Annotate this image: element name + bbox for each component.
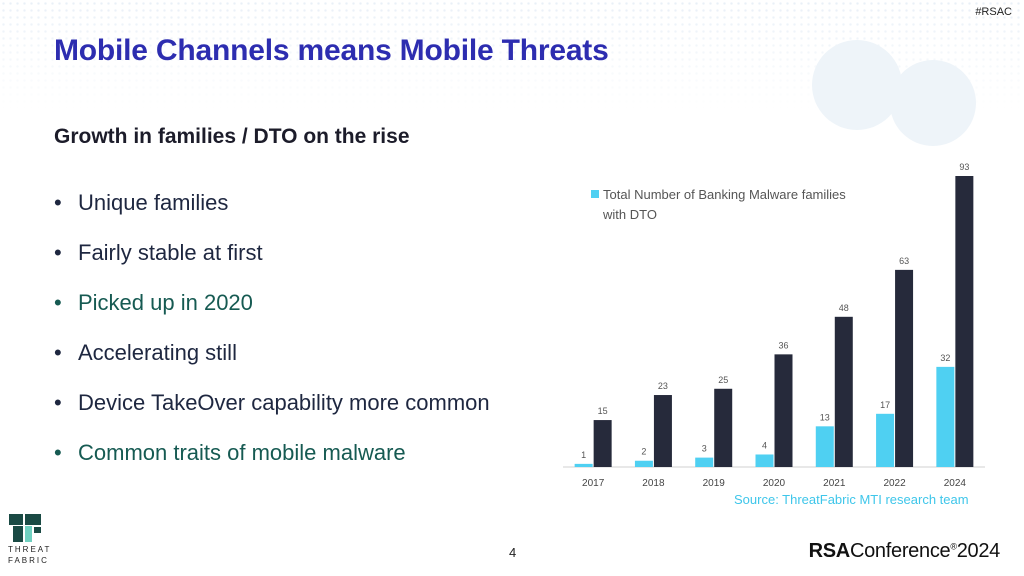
bar-dto bbox=[574, 463, 593, 467]
legend-swatch bbox=[591, 190, 599, 198]
x-tick-label: 2021 bbox=[823, 478, 846, 489]
x-tick-label: 2024 bbox=[944, 478, 967, 489]
threatfabric-logo: THREAT FABRIC bbox=[8, 513, 52, 565]
bar-chart: 1 15 2017 2 23 2018 3 25 2019 4 36 2020 13 48 2021 17 63… bbox=[563, 162, 985, 489]
logo-word-fabric: FABRIC bbox=[8, 556, 49, 565]
x-tick-label: 2019 bbox=[703, 478, 726, 489]
bullet-item: Device TakeOver capability more common bbox=[54, 382, 494, 424]
bar-total bbox=[714, 388, 733, 467]
data-label-total: 15 bbox=[598, 406, 608, 416]
data-label-dto: 32 bbox=[940, 353, 950, 363]
chart-source: Source: ThreatFabric MTI research team bbox=[734, 492, 969, 507]
slide-title: Mobile Channels means Mobile Threats bbox=[54, 34, 609, 67]
rsa-conference-logo: RSAConference®2024 bbox=[808, 540, 1001, 563]
page-number: 4 bbox=[509, 545, 517, 560]
bullet-item: Fairly stable at first bbox=[54, 232, 494, 274]
data-label-total: 23 bbox=[658, 381, 668, 391]
data-label-dto: 17 bbox=[880, 400, 890, 410]
bullet-item: Unique families bbox=[54, 182, 494, 224]
data-label-dto: 13 bbox=[820, 412, 830, 422]
bar-dto bbox=[876, 413, 895, 467]
bar-dto bbox=[695, 457, 714, 467]
data-label-dto: 4 bbox=[762, 440, 767, 450]
rsa-brand-text: Conference bbox=[849, 540, 951, 562]
data-label-total: 48 bbox=[839, 303, 849, 313]
data-label-dto: 3 bbox=[702, 444, 707, 454]
x-tick-label: 2018 bbox=[642, 478, 665, 489]
rsa-brand-bold: RSA bbox=[808, 540, 851, 562]
bar-dto bbox=[936, 366, 955, 467]
background-circle bbox=[890, 60, 976, 146]
bullet-item: Picked up in 2020 bbox=[54, 282, 494, 324]
data-label-total: 63 bbox=[899, 256, 909, 266]
data-label-dto: 2 bbox=[641, 447, 646, 457]
bar-total bbox=[774, 354, 793, 467]
slide-subtitle: Growth in families / DTO on the rise bbox=[54, 125, 410, 148]
x-tick-label: 2020 bbox=[763, 478, 786, 489]
bullet-item: Accelerating still bbox=[54, 332, 494, 374]
bar-dto bbox=[634, 460, 653, 467]
threatfabric-logo-icon bbox=[9, 514, 41, 542]
bar-total bbox=[895, 269, 914, 467]
x-tick-label: 2017 bbox=[582, 478, 605, 489]
bar-total bbox=[653, 395, 672, 467]
rsac-tag: #RSAC bbox=[975, 6, 1012, 18]
x-tick-label: 2022 bbox=[883, 478, 906, 489]
data-label-total: 93 bbox=[959, 162, 969, 172]
bar-total bbox=[834, 316, 853, 467]
data-label-dto: 1 bbox=[581, 450, 586, 460]
bullet-list: Unique families Fairly stable at first P… bbox=[54, 182, 494, 482]
bar-total bbox=[593, 420, 612, 467]
rsa-registered-mark: ® bbox=[950, 541, 957, 552]
bullet-item: Common traits of mobile malware bbox=[54, 432, 494, 474]
data-label-total: 36 bbox=[778, 340, 788, 350]
bar-dto bbox=[755, 454, 774, 467]
bar-total bbox=[955, 176, 974, 467]
bar-dto bbox=[815, 426, 834, 467]
background-circle bbox=[812, 40, 902, 130]
logo-word-threat: THREAT bbox=[8, 545, 52, 554]
rsa-brand-year: 2024 bbox=[956, 540, 1001, 562]
legend-label: Total Number of Banking Malware families… bbox=[602, 187, 846, 222]
data-label-total: 25 bbox=[718, 375, 728, 385]
